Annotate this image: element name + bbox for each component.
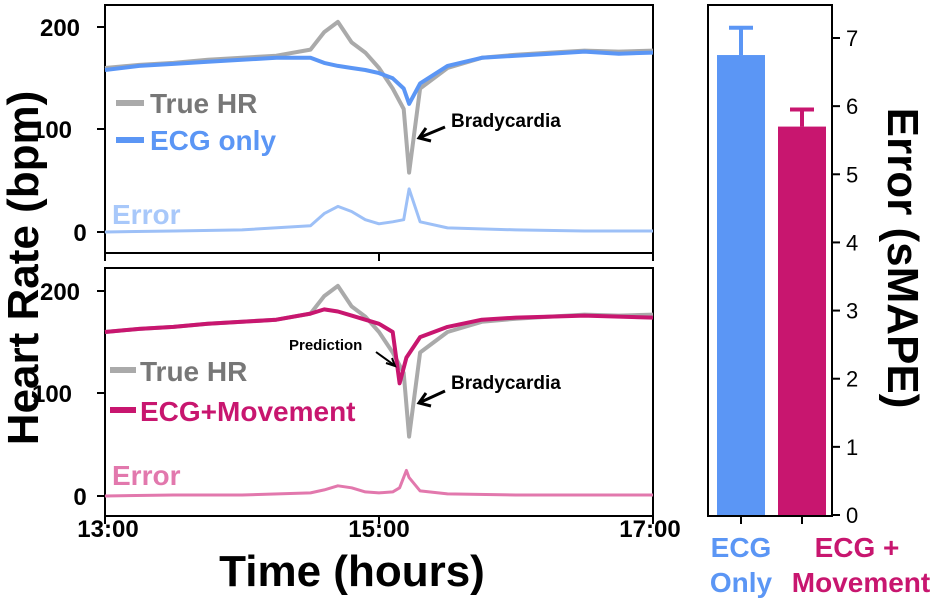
prediction-label: Prediction: [289, 337, 362, 354]
x-tick-label-1700: 17:00: [619, 516, 680, 543]
top-bradycardia-label: Bradycardia: [451, 111, 561, 132]
category-label-ecg-only-line2: Only: [710, 567, 773, 598]
bar-y-tick-label: 3: [846, 299, 858, 324]
bottom-bradycardia-label: Bradycardia: [451, 373, 561, 394]
category-label-ecg-only-line1: ECG: [711, 532, 772, 563]
bottom-bradycardia-arrow: [416, 389, 446, 408]
category-label-ecg-movement-line1: ECG +: [815, 532, 900, 563]
bar-ecg-movement: [778, 126, 826, 515]
right-y-axis-title: Error (sMAPE): [878, 108, 927, 409]
series-line-ecg-movement: [104, 307, 654, 386]
bar-ecg-only: [717, 55, 765, 516]
x-tick-label-1300: 13:00: [77, 516, 138, 543]
top-panel-series: [104, 19, 654, 234]
error-bar: [790, 107, 814, 127]
y-tick-label-top-200: 200: [40, 15, 80, 42]
bar-y-tick-label: 2: [846, 367, 858, 392]
legend-ecg-only: ECG only: [150, 125, 276, 156]
x-tick-label-1500: 15:00: [348, 516, 409, 543]
series-line-error: [104, 468, 653, 498]
bottom-panel-frame: [104, 267, 654, 517]
y-tick-label-bot-0: 0: [73, 484, 86, 511]
bottom-error-label: Error: [112, 460, 181, 491]
category-label-ecg-movement-line2: Movement: [792, 567, 930, 598]
bottom-panel-series: [104, 283, 654, 498]
y-tick-label-bot-100: 100: [32, 381, 72, 408]
top-error-label: Error: [112, 199, 181, 230]
y-tick-label-top-100: 100: [32, 117, 72, 144]
bar-chart-bars: [717, 25, 826, 516]
bar-y-tick-label: 7: [846, 26, 858, 51]
y-axis-title: Heart Rate (bpm): [0, 91, 48, 446]
legend-true-hr-top: True HR: [150, 88, 257, 119]
bar-y-tick-label: 5: [846, 162, 858, 187]
legend-ecg-movement: ECG+Movement: [140, 396, 356, 427]
y-tick-label-bot-200: 200: [40, 279, 80, 306]
bar-y-tick-label: 1: [846, 435, 858, 460]
x-axis-title: Time (hours): [219, 547, 485, 596]
bar-panel-frame: [707, 4, 833, 517]
legend-true-hr-bot: True HR: [140, 356, 247, 387]
bar-y-tick-label: 4: [846, 230, 858, 255]
prediction-arrow: [375, 351, 397, 368]
series-line-error: [104, 187, 653, 234]
bar-chart-y-ticks: 0 1 2 3 4 5 6 7: [832, 26, 858, 528]
top-bradycardia-arrow: [416, 125, 446, 143]
bar-y-tick-label: 6: [846, 94, 858, 119]
series-line-ecg-only: [104, 49, 654, 106]
error-bar: [729, 25, 753, 56]
bar-y-tick-label: 0: [846, 503, 858, 528]
y-tick-label-top-0: 0: [73, 220, 86, 247]
